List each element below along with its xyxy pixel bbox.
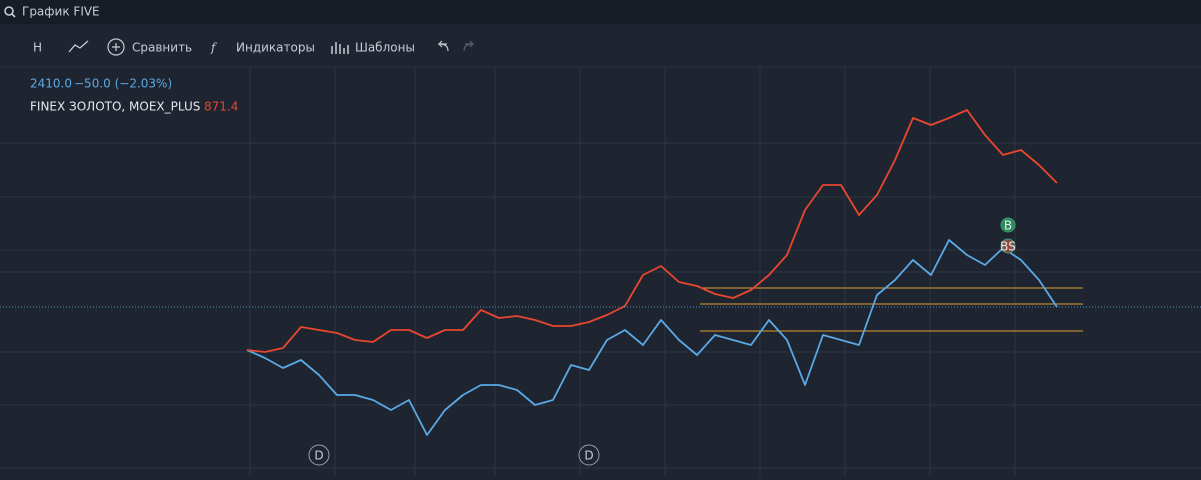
legend-price: 2410.0 <box>30 77 72 91</box>
trade-label: BS <box>1000 240 1016 254</box>
series-line <box>246 239 1058 436</box>
compare-icon[interactable] <box>107 38 125 56</box>
interval-button[interactable]: H <box>33 41 42 55</box>
dividend-label: D <box>314 449 323 463</box>
legend-change: −50.0 (−2.03%) <box>74 77 172 91</box>
indicators-icon[interactable]: f <box>210 41 218 55</box>
search-bar[interactable] <box>0 0 1201 24</box>
templates-icon[interactable] <box>331 42 349 54</box>
dividend-marker <box>578 444 600 466</box>
legend-compare-price: 871.4 <box>204 100 238 114</box>
dividend-label: D <box>584 449 593 463</box>
compare-button[interactable]: Сравнить <box>132 41 192 55</box>
undo-button[interactable] <box>437 40 449 52</box>
search-icon <box>4 6 14 16</box>
compare-icon[interactable] <box>112 43 120 51</box>
templates-button[interactable]: Шаблоны <box>355 41 415 55</box>
legend-compare-name: FINEX ЗОЛОТО, MOEX_PLUS <box>30 100 200 114</box>
dividend-marker <box>308 444 330 466</box>
series-line <box>246 109 1058 353</box>
trade-marker <box>1000 238 1016 254</box>
chart-type-icon[interactable] <box>68 40 89 53</box>
redo-button[interactable] <box>463 40 475 52</box>
indicators-button[interactable]: Индикаторы <box>236 41 315 55</box>
trade-marker <box>1000 217 1016 233</box>
search-text[interactable]: График FIVE <box>22 5 100 19</box>
trade-label: B <box>1004 219 1012 233</box>
search-icon <box>11 13 16 18</box>
